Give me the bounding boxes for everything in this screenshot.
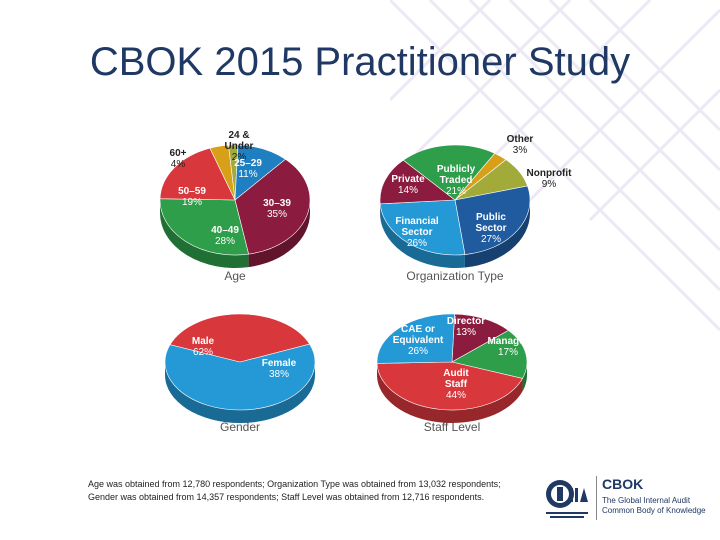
pie-chart-gender: Male 62% Female 38% Gender [155, 300, 335, 440]
pie-slice-60 [209, 144, 236, 201]
slice-label-female: Female 38% [262, 358, 297, 380]
pie-side-audit-staff [377, 363, 523, 423]
pie-side-manager [522, 362, 527, 392]
pie-staff-level-svg: Director 13%Manager 17% Audit Staff 44% CAE or… [376, 313, 529, 434]
slice-label-director: Director 13% [447, 316, 485, 338]
background-decoration [390, 0, 720, 332]
iia-seal-logo [546, 480, 588, 518]
pie-side-40-49 [160, 200, 249, 268]
footnote: Age was obtained from 12,780 respondents… [88, 479, 501, 502]
pie-slice-private [379, 159, 456, 205]
slice-label-25-29: 25–29 11% [234, 158, 262, 180]
slide-title: CBOK 2015 Practitioner Study [89, 40, 631, 84]
slice-label-other: Other 3% [507, 134, 534, 156]
slice-label-50-59: 50–59 19% [178, 186, 206, 208]
logo-separator [596, 476, 597, 520]
slice-label-24-under: 24 & Under 2% [225, 130, 254, 163]
chart-title-staff-level: Staff Level [424, 420, 480, 434]
logo-name: CBOK [602, 476, 644, 492]
pie-sides [160, 200, 310, 268]
slice-label-male: Male 62% [192, 336, 215, 358]
pie-slice-male [164, 343, 316, 411]
slice-label-40-49: 40–49 28% [211, 225, 239, 247]
logo-area: CBOK The Global Internal Audit Common Bo… [540, 474, 710, 524]
pie-slice-financial-sector [379, 199, 466, 256]
pie-slice-public-sector [454, 185, 531, 255]
pie-slice-50-59 [159, 147, 236, 201]
pie-chart-age: 24 & Under 2% 25–29 11% 30–39 35% 40–49 28% 50–59… [150, 118, 320, 288]
slice-label-nonprofit: Nonprofit 9% [527, 168, 573, 190]
pie-side-financial-sector [380, 203, 465, 268]
pie-slice-cae-or-equivalent [376, 313, 455, 364]
pie-side-public-sector [464, 200, 530, 268]
pie-side-male [165, 362, 315, 423]
slice-label-cae-or-equivalent: CAE or Equivalent 26% [393, 324, 444, 357]
pie-organization-type-svg: Other 3% Nonprofit 9% Public Sector 27% Financi… [379, 134, 572, 283]
pie-slice-director [451, 313, 509, 363]
slice-label-30-39: 30–39 35% [263, 198, 291, 220]
logo-tagline: The Global Internal Audit Common Body of… [602, 496, 706, 515]
pie-slice-female [169, 313, 311, 363]
slice-label-financial-sector: Financial Sector 26% [395, 216, 439, 249]
slice-label-manager: Manager 17% [487, 336, 528, 358]
pie-slice-40-49 [159, 198, 249, 256]
pie-chart-staff-level: Director 13% Manager 17% Audit Staff 44% CAE or… [362, 300, 542, 440]
slice-label-publicly-traded: Publicly Traded 21% [437, 164, 476, 197]
pie-slice-manager [451, 330, 528, 379]
pie-side-30-39 [248, 200, 310, 268]
pie-sides [165, 362, 315, 423]
pie-age-svg: 24 & Under 2%25–29 11%30–39 35% 40–49 28%50–59… [159, 130, 311, 283]
chart-title-organization-type: Organization Type [406, 269, 503, 283]
slice-label-audit-staff: Audit Staff 44% [443, 368, 469, 401]
chart-title-age: Age [224, 269, 246, 283]
slice-label-60: 60+ 4% [170, 148, 187, 170]
chart-title-gender: Gender [220, 420, 260, 434]
pie-slice-30-39 [234, 158, 311, 255]
slice-label-public-sector: Public Sector 27% [475, 212, 506, 245]
slice-label-private: Private 14% [391, 174, 425, 196]
pie-slice-audit-staff [376, 361, 523, 411]
pie-gender-svg: Male 62% Female 38% Gender [164, 313, 316, 434]
pie-chart-organization-type: Other 3% Nonprofit 9% Public Sector 27% Financi… [355, 118, 572, 288]
pie-slice-publicly-traded [402, 144, 496, 201]
